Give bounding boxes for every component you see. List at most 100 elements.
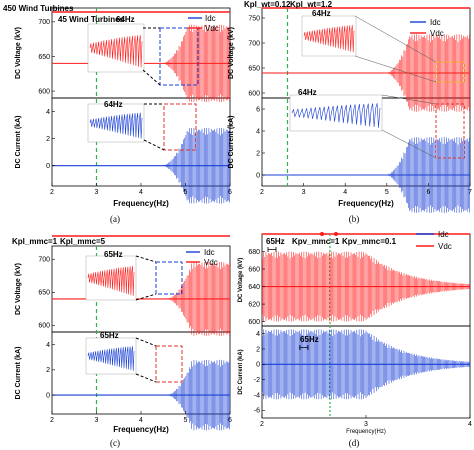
- panel-a-top-zoom-box: [159, 27, 199, 86]
- panel-d-ticks: 2 3 4 600 620 640 660 680 -6 -4 -2 0 2 4: [248, 249, 472, 428]
- panel-a-inset-connector-4: [143, 139, 165, 151]
- panel-d-bottom-period-bracket: [299, 345, 309, 350]
- panel-c-bottom-ylabel: DC Current (kA): [15, 347, 22, 400]
- panel-c-legend-vdc: Vdc: [204, 258, 218, 267]
- panel-b-inset-connector-3: [381, 94, 437, 105]
- y-tick-label: 700: [38, 257, 50, 264]
- panel-d-marker-dot: [320, 232, 324, 236]
- x-tick-label: 3: [302, 189, 306, 196]
- panel-c-xlabel: Frequency(Hz): [113, 425, 169, 434]
- panel-b-legend: Idc Vdc: [410, 18, 444, 38]
- y-tick-label: 680: [248, 249, 260, 256]
- panel-d-caption: (d): [349, 438, 360, 448]
- panel-c-current-series: [52, 359, 230, 431]
- panel-d-annotation-2: Kpv_mmc=0.1: [342, 237, 397, 246]
- panel-b-annotation-2: Kpl_wt=1.2: [290, 0, 333, 9]
- y-tick-label: 600: [38, 88, 50, 95]
- panel-b-inset-connector-4: [381, 129, 437, 159]
- panel-a-voltage-series: [52, 24, 230, 103]
- panel-a-annotation-1: 450 Wind Turbines: [3, 4, 74, 13]
- x-tick-label: 6: [228, 417, 232, 424]
- y-tick-label: 700: [38, 19, 50, 26]
- panel-b-bottom-inset: [289, 94, 383, 132]
- panel-b-bottom-zoom-box: [435, 103, 465, 159]
- y-tick-label: 4: [46, 342, 50, 349]
- panel-c-inset-connector: [135, 255, 157, 263]
- panel-d-annotation-1: Kpv_mmc=1: [292, 237, 340, 246]
- y-tick-label: 2: [46, 367, 50, 374]
- y-tick-label: 600: [248, 90, 260, 97]
- panel-c-bottom-zoom-label: 65Hz: [100, 331, 119, 340]
- panel-b-inset-top-wave: [303, 25, 355, 53]
- panel-b-caption: (b): [349, 214, 360, 224]
- x-tick-label: 7: [468, 189, 472, 196]
- panel-c-legend-idc: Idc: [204, 248, 215, 257]
- panel-a-annotation-2: 45 Wind Turbines: [58, 15, 125, 24]
- panel-c-voltage-series: [52, 261, 230, 336]
- panel-a-caption: (a): [110, 214, 120, 224]
- y-tick-label: -6: [254, 408, 260, 415]
- panel-b-voltage-series: [262, 34, 470, 112]
- y-tick-label: 600: [248, 319, 260, 326]
- y-tick-label: -4: [254, 392, 260, 399]
- panel-b-bottom-ylabel: DC Current (kA): [228, 116, 235, 169]
- panel-d-top-ylabel: DC Voltage (kV): [238, 258, 244, 303]
- panel-a-current-series: [52, 127, 230, 204]
- panel-a-top-inset: [87, 23, 145, 73]
- panel-c-legend: Idc Vdc: [186, 248, 218, 267]
- panel-d-legend: Idc Vdc: [416, 230, 452, 251]
- x-tick-label: 5: [184, 417, 188, 424]
- y-tick-label: 0: [46, 392, 50, 399]
- panel-a-ticks: 2 3 4 5 6 600 650 700 0 2 4: [38, 19, 232, 196]
- y-tick-label: 0: [256, 172, 260, 179]
- y-tick-label: 2: [256, 150, 260, 157]
- panel-c-top-ylabel: DC Voltage (kV): [15, 263, 22, 315]
- panel-a-bottom-zoom-label: 64Hz: [104, 100, 123, 109]
- panel-b: Kpl_wt=0.12 Kpl_wt=1.2 64Hz 64Hz Idc Vdc…: [228, 0, 472, 224]
- panel-b-ticks: 2 3 4 5 6 7 600 650 700 750 0 2 4 6: [248, 15, 472, 196]
- y-tick-label: 2: [256, 346, 260, 353]
- panel-a-bottom-zoom-box: [163, 103, 197, 151]
- y-tick-label: 660: [248, 266, 260, 273]
- y-tick-label: -2: [254, 377, 260, 384]
- panel-d-voltage-series: [262, 251, 470, 322]
- panel-a-top-ylabel: DC Voltage (kV): [15, 27, 22, 79]
- panel-d-top-period-bracket: [267, 247, 277, 252]
- x-tick-label: 6: [228, 189, 232, 196]
- panel-d-legend-idc: Idc: [438, 230, 449, 239]
- panel-c-bottom-zoom-box: [155, 345, 183, 383]
- panel-a-legend: Idc Vdc: [188, 14, 219, 33]
- y-tick-label: 4: [256, 331, 260, 338]
- x-tick-label: 4: [139, 189, 143, 196]
- panel-b-annotation-1: Kpl_wt=0.12: [244, 0, 291, 9]
- y-tick-label: 0: [256, 362, 260, 369]
- panel-c-annotation-1: Kpl_mmc=1: [12, 237, 58, 246]
- y-tick-label: 620: [248, 301, 260, 308]
- panel-b-legend-idc: Idc: [430, 18, 441, 27]
- panel-b-top-inset: [301, 15, 357, 57]
- panel-a-xlabel: Frequency(Hz): [113, 199, 169, 208]
- panel-b-bottom-zoom-label: 64Hz: [298, 88, 317, 97]
- panel-a-inset-top-wave: [89, 34, 143, 68]
- y-tick-label: 650: [38, 54, 50, 61]
- y-tick-label: 640: [248, 284, 260, 291]
- panel-a-bottom-inset: [87, 103, 145, 143]
- panel-d-top-zoom-label: 65Hz: [266, 237, 285, 246]
- x-tick-label: 3: [364, 421, 368, 428]
- y-tick-label: 4: [256, 128, 260, 135]
- panel-c-inset-connector-4: [135, 373, 157, 383]
- panel-b-top-zoom-label: 64Hz: [312, 9, 331, 18]
- panel-d-bottom-ylabel: DC Current (kA): [238, 349, 244, 394]
- y-tick-label: 750: [248, 15, 260, 22]
- y-tick-label: 6: [256, 106, 260, 113]
- x-tick-label: 4: [468, 421, 472, 428]
- panel-c: Kpl_mmc=1 Kpl_mmc=5 65Hz 65Hz Idc Vdc 2 3…: [12, 235, 232, 448]
- panel-c-inset-bottom-wave: [87, 346, 135, 371]
- x-tick-label: 3: [95, 189, 99, 196]
- panel-d-current-series: [262, 329, 470, 400]
- x-tick-label: 3: [95, 417, 99, 424]
- panel-b-top-zoom-box: [435, 61, 465, 83]
- panel-c-top-zoom-label: 65Hz: [104, 250, 123, 259]
- y-tick-label: 4: [46, 109, 50, 116]
- y-tick-label: 650: [38, 290, 50, 297]
